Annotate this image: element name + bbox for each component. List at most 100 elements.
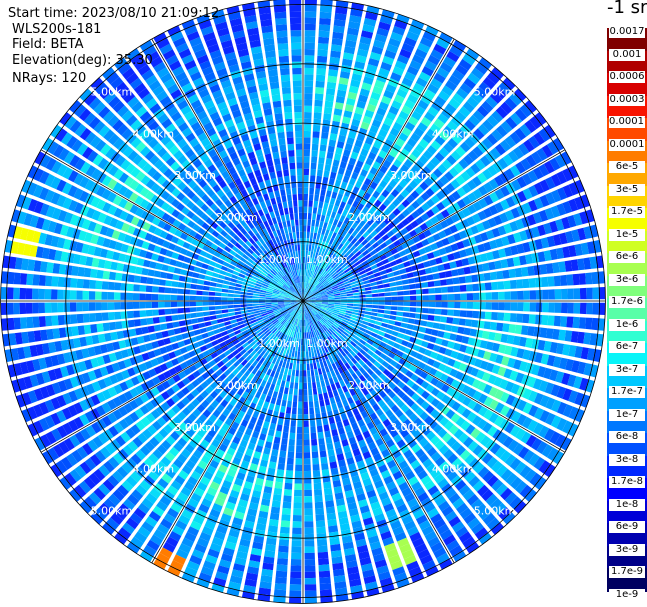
- range-gate-cell: [382, 246, 390, 254]
- range-gate-cell: [502, 77, 516, 91]
- range-gate-cell: [312, 470, 321, 478]
- range-gate-cell: [344, 169, 352, 178]
- range-gate-cell: [191, 318, 199, 324]
- range-gate-cell: [345, 285, 352, 290]
- range-gate-cell: [441, 394, 451, 404]
- range-gate-cell: [446, 470, 458, 482]
- range-gate-cell: [318, 201, 324, 209]
- range-gate-cell: [296, 433, 303, 440]
- range-gate-cell: [101, 302, 108, 311]
- range-gate-cell: [304, 0, 317, 6]
- range-gate-cell: [539, 327, 548, 338]
- range-gate-cell: [386, 481, 397, 491]
- range-gate-cell: [393, 253, 401, 260]
- range-gate-cell: [315, 273, 320, 280]
- range-gate-cell: [352, 269, 359, 275]
- range-gate-cell: [319, 308, 326, 313]
- range-gate-cell: [197, 317, 205, 323]
- range-gate-cell: [468, 236, 477, 246]
- range-gate-cell: [404, 99, 416, 110]
- range-gate-cell: [401, 105, 413, 115]
- range-gate-cell: [527, 326, 535, 337]
- range-gate-cell: [406, 388, 416, 398]
- range-gate-cell: [341, 276, 348, 281]
- range-gate-cell: [346, 383, 353, 391]
- range-gate-cell: [450, 350, 459, 359]
- range-gate-cell: [378, 67, 390, 77]
- range-gate-cell: [531, 364, 540, 376]
- range-gate-cell: [362, 371, 370, 379]
- range-gate-cell: [141, 267, 149, 276]
- range-gate-cell: [376, 27, 389, 37]
- range-gate-cell: [439, 61, 453, 73]
- range-gate-cell: [303, 426, 310, 434]
- range-gate-cell: [314, 99, 323, 107]
- range-gate-cell: [267, 389, 274, 397]
- range-gate-cell: [6, 302, 14, 315]
- range-gate-cell: [424, 415, 434, 425]
- range-gate-cell: [352, 327, 359, 333]
- range-gate-cell: [386, 548, 399, 559]
- range-gate-cell: [328, 301, 335, 303]
- range-gate-cell: [191, 278, 199, 284]
- range-gate-cell: [323, 487, 333, 496]
- range-gate-cell: [545, 263, 554, 274]
- range-gate-cell: [379, 254, 387, 261]
- range-gate-cell: [318, 287, 325, 292]
- range-gate-cell: [334, 361, 341, 369]
- range-gate-cell: [418, 453, 429, 464]
- range-gate-cell: [308, 350, 312, 358]
- range-gate-cell: [344, 391, 351, 399]
- range-gate-cell: [535, 289, 543, 300]
- range-gate-cell: [320, 138, 328, 146]
- range-gate-cell: [411, 148, 422, 159]
- range-gate-cell: [347, 235, 355, 242]
- range-gate-cell: [519, 230, 528, 241]
- range-gate-cell: [221, 297, 228, 301]
- range-gate-cell: [333, 289, 340, 293]
- range-gate-cell: [304, 577, 317, 585]
- range-gate-cell: [549, 369, 559, 382]
- range-gate-cell: [365, 301, 373, 305]
- range-gate-cell: [396, 169, 406, 178]
- range-gate-cell: [380, 530, 392, 541]
- range-gate-cell: [548, 302, 555, 313]
- range-gate-cell: [304, 275, 306, 283]
- range-gate-cell: [374, 349, 382, 357]
- range-gate-cell: [455, 334, 463, 343]
- range-gate-cell: [327, 296, 335, 299]
- range-gate-cell: [430, 541, 444, 553]
- range-gate-cell: [338, 235, 344, 243]
- range-gate-cell: [416, 396, 425, 406]
- range-gate-cell: [364, 109, 375, 119]
- range-gate-cell: [408, 116, 419, 126]
- range-gate-cell: [394, 184, 404, 193]
- range-gate-cell: [448, 167, 459, 178]
- range-gate-cell: [314, 305, 321, 308]
- range-gate-cell: [407, 356, 415, 364]
- range-gate-cell: [338, 325, 346, 331]
- range-gate-cell: [343, 483, 353, 492]
- range-gate-cell: [316, 253, 321, 260]
- range-gate-cell: [435, 401, 446, 412]
- range-gate-cell: [456, 502, 469, 515]
- range-gate-cell: [293, 357, 297, 364]
- range-gate-cell: [427, 54, 441, 66]
- range-gate-cell: [352, 306, 360, 310]
- range-gate-cell: [310, 310, 315, 317]
- range-gate-cell: [357, 285, 365, 289]
- range-gate-cell: [152, 309, 159, 316]
- range-gate-cell: [310, 251, 314, 258]
- range-gate-cell: [395, 316, 403, 322]
- range-gate-cell: [359, 219, 366, 228]
- range-gate-cell: [345, 259, 352, 265]
- range-gate-cell: [391, 296, 398, 301]
- range-gate-cell: [322, 281, 329, 287]
- range-gate-cell: [357, 342, 364, 349]
- range-gate-cell: [313, 118, 321, 126]
- range-gate-cell: [95, 291, 102, 300]
- range-gate-cell: [303, 149, 310, 157]
- range-gate-cell: [439, 32, 453, 44]
- range-gate-cell: [416, 386, 425, 396]
- range-gate-cell: [325, 330, 331, 337]
